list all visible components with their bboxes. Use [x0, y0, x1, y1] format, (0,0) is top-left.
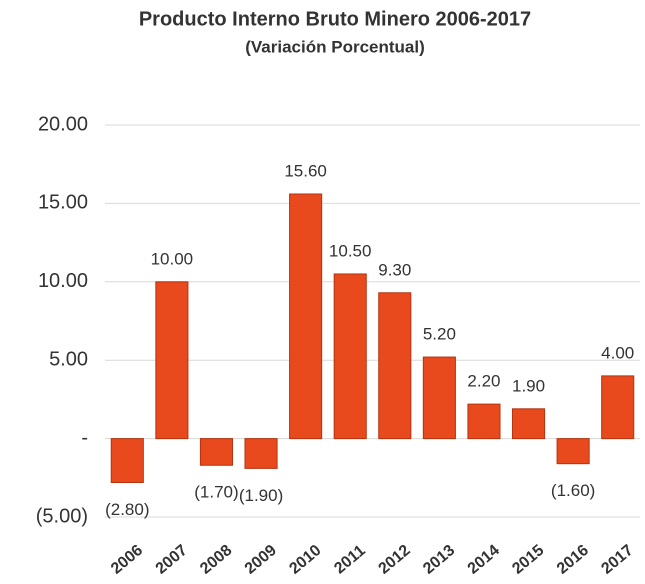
value-label: 9.30 [378, 260, 411, 279]
bar [601, 375, 635, 440]
x-tick-label: 2011 [331, 542, 369, 577]
value-label: 1.90 [512, 376, 545, 395]
x-tick-label: 2009 [242, 542, 280, 578]
y-tick-label: 10.00 [38, 270, 88, 292]
bar [556, 438, 590, 465]
bar [511, 408, 546, 440]
x-tick-label: 2010 [286, 542, 324, 578]
value-label: 4.00 [601, 343, 634, 362]
y-tick-label: 20.00 [38, 113, 88, 135]
chart-title: Producto Interno Bruto Minero 2006-2017 [139, 8, 531, 30]
value-label: (1.60) [551, 481, 595, 500]
bar [155, 281, 189, 440]
x-tick-label: 2014 [465, 542, 503, 578]
x-tick-label: 2016 [554, 542, 592, 578]
bar [467, 403, 501, 440]
value-label: (2.80) [105, 500, 149, 519]
value-label: 15.60 [284, 161, 327, 180]
bar [378, 292, 412, 440]
x-tick-label: 2006 [108, 542, 146, 578]
bar [244, 438, 278, 469]
bar [110, 438, 144, 484]
value-label: 2.20 [467, 372, 500, 391]
bar [422, 356, 456, 440]
value-label: (1.90) [239, 486, 283, 505]
x-tick-label: 2008 [197, 542, 235, 578]
x-tick-label: 2013 [420, 542, 458, 578]
value-label: 10.00 [151, 249, 194, 268]
x-tick-label: 2017 [598, 542, 636, 578]
bar [289, 193, 323, 440]
y-tick-label: (5.00) [36, 505, 88, 527]
bar [333, 273, 367, 440]
value-label: (1.70) [194, 483, 238, 502]
x-tick-label: 2015 [509, 542, 547, 578]
x-tick-label: 2007 [153, 542, 191, 578]
y-tick-label: - [81, 427, 88, 449]
y-tick-label: 5.00 [49, 348, 88, 370]
bar [199, 438, 234, 466]
x-tick-label: 2012 [376, 542, 414, 578]
chart-subtitle: (Variación Porcentual) [245, 37, 425, 56]
value-label: 5.20 [423, 325, 456, 344]
value-label: 10.50 [329, 241, 372, 260]
y-tick-label: 15.00 [38, 192, 88, 214]
